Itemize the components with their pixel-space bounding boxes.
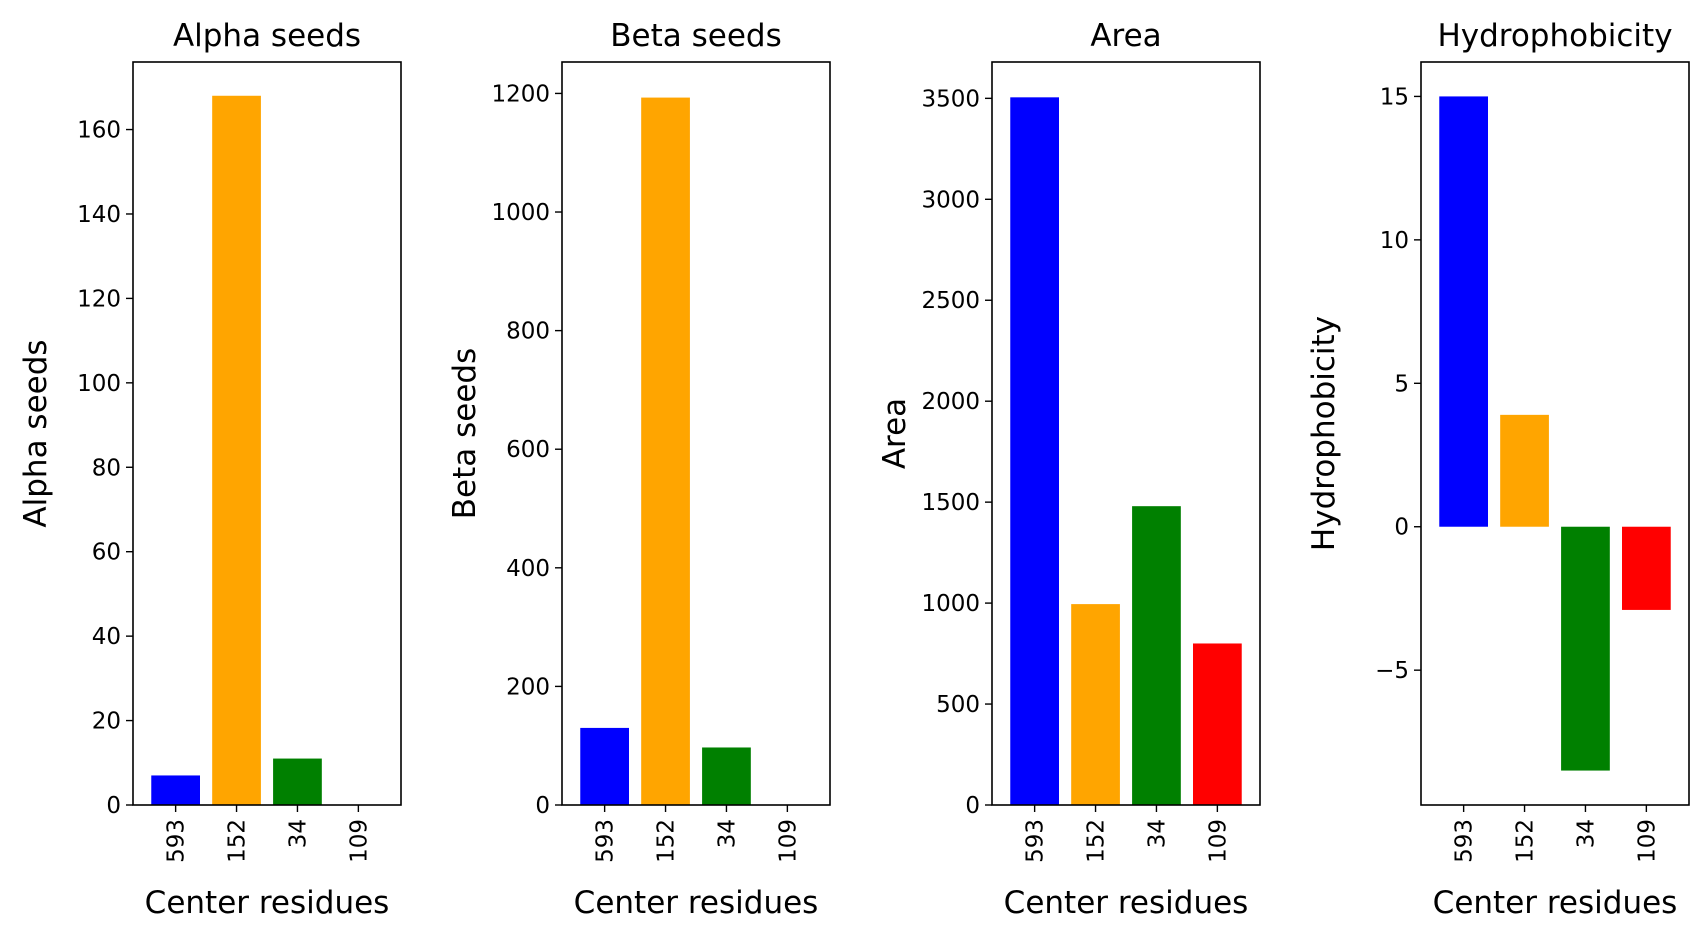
chart-title: Hydrophobicity	[1437, 18, 1672, 54]
x-axis-label: Center residues	[1004, 885, 1249, 921]
y-tick-label: 120	[77, 286, 121, 312]
y-tick-label: 1000	[921, 591, 980, 617]
y-tick-label: 0	[106, 793, 121, 819]
x-tick-label: 109	[346, 819, 372, 863]
bar-593	[580, 727, 629, 805]
bar-152	[1071, 604, 1120, 805]
x-axis-label: Center residues	[145, 885, 390, 921]
x-tick-label: 34	[285, 819, 311, 848]
y-tick-label: 100	[77, 371, 121, 397]
x-tick-label: 34	[1144, 819, 1170, 848]
chart-panel-3: 593 152 34 109 0 500 1000 1500 2000 2500 3000 3500 A…	[877, 18, 1261, 921]
y-tick-label: 600	[506, 437, 550, 463]
bar-34	[273, 758, 322, 805]
x-tick-label: 109	[1634, 819, 1660, 863]
y-tick-label: 5	[1394, 371, 1409, 397]
bar-152	[212, 95, 261, 805]
plot-frame	[991, 61, 1261, 806]
x-tick-label: 152	[1513, 819, 1539, 863]
x-tick-label: 34	[1573, 819, 1599, 848]
x-tick-label: 593	[593, 819, 619, 863]
y-tick-label: 500	[936, 692, 980, 718]
x-tick-label: 34	[714, 819, 740, 848]
bar-593	[151, 775, 200, 805]
chart-title: Area	[1090, 18, 1161, 54]
x-tick-label: 593	[1023, 819, 1049, 863]
y-tick-label: 60	[92, 540, 121, 566]
x-tick-label: 109	[1205, 819, 1231, 863]
bar-34	[1561, 526, 1610, 771]
y-tick-label: 10	[1380, 228, 1409, 254]
plot-frame	[1420, 61, 1690, 806]
bar-34	[702, 747, 751, 805]
y-axis-label: Beta seeds	[447, 348, 483, 519]
chart-title: Alpha seeds	[173, 18, 361, 54]
chart-panel-4: 593 152 34 109 −5 0 5 10 15 Hydrophobicity Center …	[1306, 18, 1690, 921]
y-tick-label: 400	[506, 556, 550, 582]
y-tick-label: 200	[506, 674, 550, 700]
y-tick-label: 800	[506, 319, 550, 345]
bar-109	[1622, 526, 1671, 610]
bar-34	[1132, 506, 1181, 805]
y-tick-label: 40	[92, 624, 121, 650]
x-tick-label: 152	[1084, 819, 1110, 863]
x-axis-label: Center residues	[1433, 885, 1678, 921]
y-tick-label: −5	[1375, 658, 1409, 684]
bar-109	[1193, 643, 1242, 805]
y-tick-label: 1500	[921, 490, 980, 516]
y-tick-label: 0	[965, 793, 980, 819]
y-tick-label: 2000	[921, 389, 980, 415]
x-tick-label: 593	[1452, 819, 1478, 863]
y-axis-label: Area	[877, 398, 913, 469]
chart-panel-1: 593 152 34 109 0 20 40 60 80 100 120 140 160 Alpha se…	[18, 18, 402, 921]
chart-title: Beta seeds	[610, 18, 781, 54]
bar-593	[1010, 97, 1059, 805]
y-tick-label: 0	[1394, 515, 1409, 541]
y-tick-label: 1200	[491, 81, 550, 107]
x-tick-label: 593	[164, 819, 190, 863]
y-tick-label: 160	[77, 118, 121, 144]
chart-panel-2: 593 152 34 109 0 200 400 600 800 1000 1200 Beta see…	[447, 18, 831, 921]
plot-frame	[132, 61, 402, 806]
bar-152	[1500, 414, 1549, 527]
y-tick-label: 80	[92, 455, 121, 481]
y-tick-label: 20	[92, 709, 121, 735]
y-tick-label: 3500	[921, 86, 980, 112]
x-tick-label: 109	[775, 819, 801, 863]
y-tick-label: 15	[1380, 84, 1409, 110]
y-tick-label: 0	[535, 793, 550, 819]
y-tick-label: 140	[77, 202, 121, 228]
y-tick-label: 2500	[921, 288, 980, 314]
y-axis-label: Hydrophobicity	[1306, 316, 1342, 551]
x-tick-label: 152	[654, 819, 680, 863]
y-axis-label: Alpha seeds	[18, 339, 54, 527]
x-axis-label: Center residues	[574, 885, 819, 921]
y-tick-label: 3000	[921, 187, 980, 213]
y-tick-label: 1000	[491, 200, 550, 226]
x-tick-label: 152	[225, 819, 251, 863]
bar-152	[641, 97, 690, 805]
plot-frame	[561, 61, 831, 806]
bar-593	[1439, 96, 1488, 527]
